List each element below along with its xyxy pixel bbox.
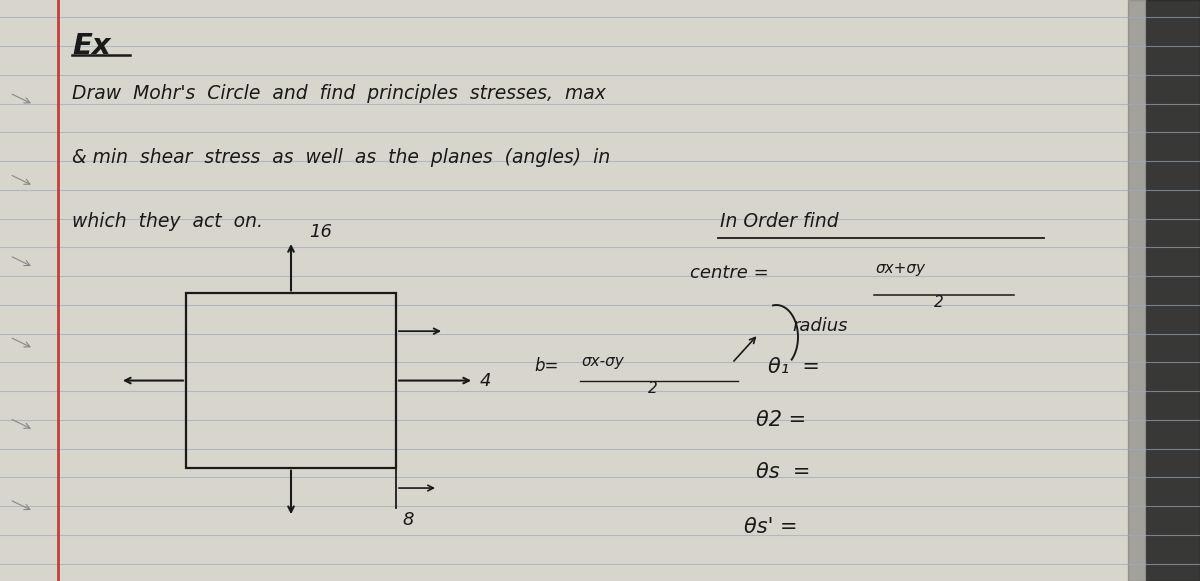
Text: 4: 4 (480, 372, 492, 389)
Bar (1146, 0, 1200, 581)
Bar (186, 293, 396, 468)
Text: b=: b= (534, 357, 558, 375)
Text: θ₁  =: θ₁ = (768, 357, 820, 377)
Text: radius: radius (792, 317, 847, 335)
Text: 2: 2 (648, 381, 658, 396)
Text: which  they  act  on.: which they act on. (72, 212, 263, 231)
Text: Draw  Mohr's  Circle  and  find  principles  stresses,  max: Draw Mohr's Circle and find principles s… (72, 84, 606, 103)
Text: centre =: centre = (690, 264, 774, 282)
Text: 8: 8 (402, 511, 414, 529)
Text: 16: 16 (310, 223, 332, 241)
Text: σx-σy: σx-σy (582, 354, 625, 370)
Text: σx+σy: σx+σy (876, 261, 926, 277)
Bar (1128, 0, 1146, 581)
Text: θ2 =: θ2 = (756, 410, 806, 429)
Text: In Order find: In Order find (720, 212, 839, 231)
Text: & min  shear  stress  as  well  as  the  planes  (angles)  in: & min shear stress as well as the planes… (72, 148, 611, 167)
Text: Ex: Ex (72, 32, 110, 60)
Text: θs  =: θs = (756, 462, 810, 482)
Text: 2: 2 (934, 295, 943, 310)
Text: θs' =: θs' = (744, 517, 798, 537)
